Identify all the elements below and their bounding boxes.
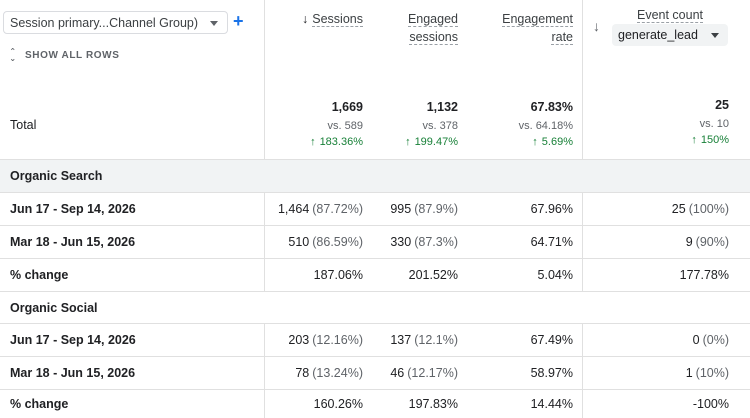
events-cell: -100% bbox=[692, 397, 729, 411]
arrow-up-icon: ↑ bbox=[310, 136, 316, 148]
arrow-up-icon: ↑ bbox=[405, 136, 411, 148]
rate-cell: 5.04% bbox=[537, 268, 573, 282]
events-cell: 9 (90%) bbox=[685, 235, 729, 249]
show-all-rows-button[interactable]: ⌃ ⌄ SHOW ALL ROWS bbox=[8, 47, 120, 63]
rate-cell: 58.97% bbox=[530, 366, 573, 380]
dimension-select-label: Session primary...Channel Group) bbox=[10, 15, 199, 30]
add-dimension-icon[interactable]: + bbox=[233, 11, 244, 31]
sessions-cell: 160.26% bbox=[313, 397, 363, 411]
sort-arrow-icon[interactable]: ↓ bbox=[593, 18, 600, 34]
arrow-up-icon: ↑ bbox=[532, 136, 538, 148]
dimension-select[interactable]: Session primary...Channel Group) bbox=[3, 11, 228, 34]
event-name-value: generate_lead bbox=[618, 28, 698, 42]
section-row-organic-social: Organic Social bbox=[0, 291, 750, 323]
rate-cell: 64.71% bbox=[530, 235, 573, 249]
column-divider bbox=[582, 0, 583, 418]
total-event-count: 25 vs. 10 ↑ 150% bbox=[691, 98, 729, 146]
engaged-cell: 137 (12.1%) bbox=[390, 333, 458, 347]
row-dimension: Jun 17 - Sep 14, 2026 bbox=[10, 333, 136, 347]
row-dimension: % change bbox=[10, 397, 69, 411]
sessions-cell: 203 (12.16%) bbox=[288, 333, 363, 347]
table-row[interactable]: % change 160.26% 197.83% 14.44% -100% bbox=[0, 389, 750, 418]
arrow-up-icon: ↑ bbox=[691, 134, 697, 146]
event-name-select[interactable]: generate_lead bbox=[612, 24, 728, 46]
sort-descending-icon: ↓ bbox=[302, 12, 309, 26]
table-row[interactable]: Mar 18 - Jun 15, 2026 78 (13.24%) 46 (12.1… bbox=[0, 356, 750, 389]
rate-cell: 67.96% bbox=[530, 202, 573, 216]
expand-collapse-icon: ⌃ ⌄ bbox=[9, 47, 17, 63]
engaged-cell: 46 (12.17%) bbox=[390, 366, 458, 380]
engaged-cell: 201.52% bbox=[408, 268, 458, 282]
row-dimension: Jun 17 - Sep 14, 2026 bbox=[10, 202, 136, 216]
sessions-cell: 78 (13.24%) bbox=[295, 366, 363, 380]
section-label: Organic Social bbox=[10, 300, 98, 315]
table-row[interactable]: Mar 18 - Jun 15, 2026 510 (86.59%) 330 (87… bbox=[0, 225, 750, 258]
section-row-organic-search: Organic Search bbox=[0, 159, 750, 192]
table-row[interactable]: Jun 17 - Sep 14, 2026 1,464 (87.72%) 995(… bbox=[0, 192, 750, 225]
caret-down-icon bbox=[711, 33, 719, 38]
sessions-cell: 187.06% bbox=[313, 268, 363, 282]
show-all-rows-label: SHOW ALL ROWS bbox=[25, 49, 120, 61]
engaged-cell: 197.83% bbox=[408, 397, 458, 411]
sessions-cell: 510 (86.59%) bbox=[288, 235, 363, 249]
events-cell: 1 (10%) bbox=[685, 366, 729, 380]
engagement-rate-column-header[interactable]: Engagement rate bbox=[502, 12, 573, 45]
table-row[interactable]: Jun 17 - Sep 14, 2026 203 (12.16%) 137 (12… bbox=[0, 323, 750, 356]
table-row[interactable]: % change 187.06% 201.52% 5.04% 177.78% bbox=[0, 258, 750, 291]
engaged-sessions-column-header[interactable]: Engaged sessions bbox=[407, 12, 458, 45]
sessions-cell: 1,464 (87.72%) bbox=[277, 202, 363, 216]
sessions-column-header[interactable]: ↓ Sessions bbox=[302, 12, 363, 27]
row-dimension: Mar 18 - Jun 15, 2026 bbox=[10, 366, 136, 380]
rate-cell: 14.44% bbox=[530, 397, 573, 411]
total-sessions: 1,669 vs. 589 ↑ 183.36% bbox=[310, 100, 363, 148]
events-cell: 0 (0%) bbox=[692, 333, 729, 347]
engaged-cell: 995 (87.9%) bbox=[390, 202, 458, 216]
row-dimension: Mar 18 - Jun 15, 2026 bbox=[10, 235, 136, 249]
total-engagement-rate: 67.83% vs. 64.18% ↑ 5.69% bbox=[518, 100, 573, 148]
caret-down-icon bbox=[210, 21, 218, 26]
engaged-cell: 330 (87.3%) bbox=[390, 235, 458, 249]
row-dimension: % change bbox=[10, 268, 69, 282]
section-label: Organic Search bbox=[10, 169, 103, 183]
events-cell: 25 (100%) bbox=[671, 202, 729, 216]
total-label: Total bbox=[10, 118, 37, 132]
total-engaged-sessions: 1,132 vs. 378 ↑ 199.47% bbox=[405, 100, 458, 148]
events-cell: 177.78% bbox=[679, 268, 729, 282]
rate-cell: 67.49% bbox=[530, 333, 573, 347]
column-divider bbox=[264, 0, 265, 418]
event-count-column-header[interactable]: Event count bbox=[636, 8, 703, 23]
